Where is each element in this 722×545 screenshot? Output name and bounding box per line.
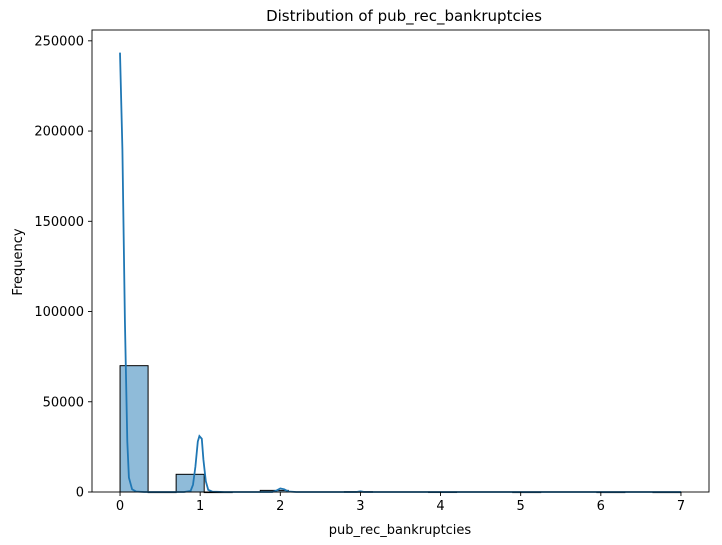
plot-frame [91, 29, 710, 493]
chart-title: Distribution of pub_rec_bankruptcies [266, 7, 542, 26]
x-tick-label: 5 [517, 499, 525, 514]
x-tick-label: 2 [276, 499, 284, 514]
histogram-bar-2 [175, 473, 205, 493]
y-tick-label: 250000 [34, 34, 84, 49]
x-axis-label: pub_rec_bankruptcies [329, 523, 472, 538]
kde-line [119, 52, 681, 493]
x-tick-label: 4 [436, 499, 444, 514]
y-tick-label: 50000 [43, 395, 84, 410]
x-tick-label: 1 [196, 499, 204, 514]
x-tick-label: 3 [356, 499, 364, 514]
y-tick-label: 150000 [34, 215, 84, 230]
x-tick-label: 7 [677, 499, 685, 514]
histogram-bar-0 [119, 365, 149, 493]
y-tick-label: 0 [76, 486, 84, 501]
y-tick-label: 200000 [34, 125, 84, 140]
x-tick-label: 0 [116, 499, 124, 514]
y-axis-label: Frequency [11, 228, 26, 295]
y-tick-label: 100000 [34, 305, 84, 320]
x-axis: 0 1 2 3 4 5 6 7 [116, 492, 685, 514]
x-tick-label: 6 [597, 499, 605, 514]
y-axis: 0 50000 100000 150000 200000 250000 [34, 34, 92, 501]
